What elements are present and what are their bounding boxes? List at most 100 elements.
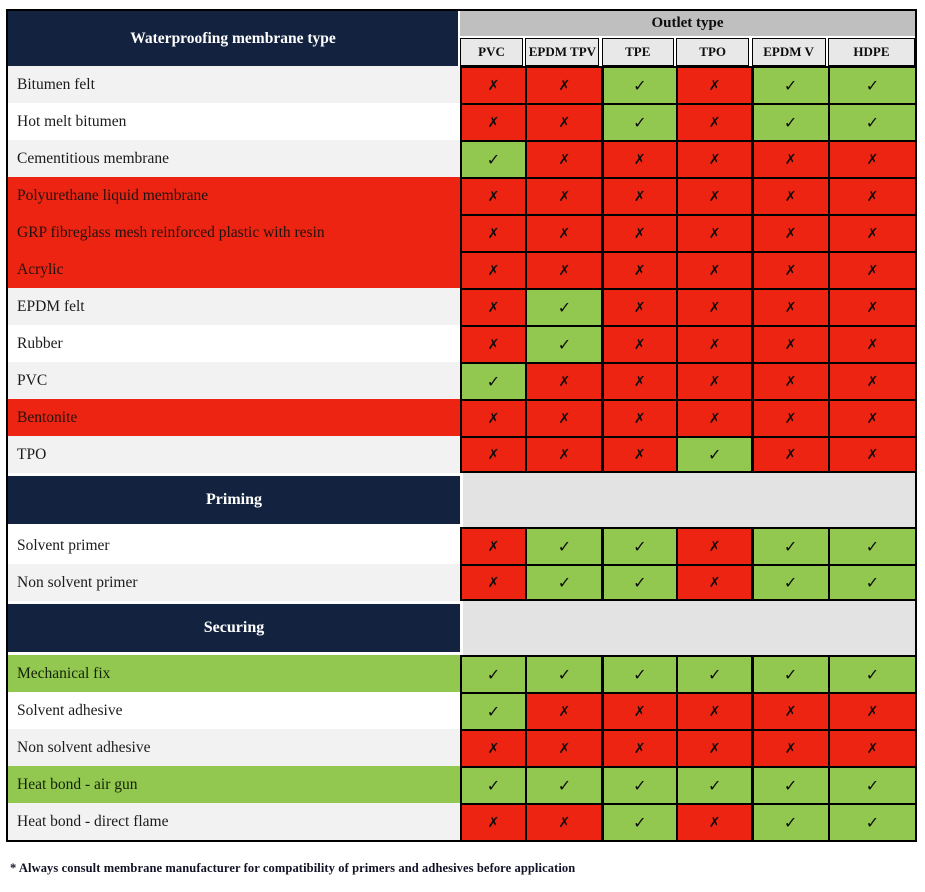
check-icon: ✓ — [527, 566, 602, 599]
table-row: Bitumen felt ✗ ✗ ✓ ✗ ✓ ✓ — [8, 66, 915, 103]
compatibility-table: Waterproofing membrane type Outlet type … — [6, 9, 917, 842]
cross-icon: ✗ — [462, 731, 525, 766]
check-icon: ✓ — [753, 805, 828, 840]
row-label: Non solvent adhesive — [8, 729, 460, 766]
column-header-pvc: PVC — [460, 38, 523, 66]
cross-icon: ✗ — [603, 142, 676, 177]
cross-icon: ✗ — [678, 694, 752, 729]
row-marks: ✗ ✗ ✗ ✗ ✗ ✗ — [460, 214, 915, 251]
row-label: Bitumen felt — [8, 66, 460, 103]
cross-icon: ✗ — [678, 805, 752, 840]
cross-icon: ✗ — [603, 179, 676, 214]
row-marks: ✓ ✗ ✗ ✗ ✗ ✗ — [460, 362, 915, 399]
cross-icon: ✗ — [462, 253, 525, 288]
cross-icon: ✗ — [603, 327, 676, 362]
table-header: Waterproofing membrane type Outlet type … — [8, 11, 915, 66]
cross-icon: ✗ — [603, 694, 676, 729]
cross-icon: ✗ — [829, 694, 915, 729]
row-label: Rubber — [8, 325, 460, 362]
cross-icon: ✗ — [753, 179, 828, 214]
section-empty-area — [460, 601, 915, 655]
cross-icon: ✗ — [753, 364, 828, 399]
row-marks: ✗ ✗ ✓ ✗ ✓ ✓ — [460, 103, 915, 140]
section-row-securing: Securing — [8, 601, 915, 655]
check-icon: ✓ — [753, 105, 828, 140]
cross-icon: ✗ — [678, 290, 752, 325]
check-icon: ✓ — [603, 768, 676, 803]
table-row: Heat bond - air gun ✓ ✓ ✓ ✓ ✓ ✓ — [8, 766, 915, 803]
row-marks: ✗ ✓ ✗ ✗ ✗ ✗ — [460, 288, 915, 325]
check-icon: ✓ — [829, 805, 915, 840]
column-header-tpe: TPE — [601, 38, 674, 66]
check-icon: ✓ — [753, 566, 828, 599]
cross-icon: ✗ — [753, 290, 828, 325]
row-marks: ✗ ✓ ✗ ✗ ✗ ✗ — [460, 325, 915, 362]
cross-icon: ✗ — [527, 694, 602, 729]
section-row-priming: Priming — [8, 473, 915, 527]
cross-icon: ✗ — [678, 216, 752, 251]
cross-icon: ✗ — [829, 364, 915, 399]
cross-icon: ✗ — [603, 731, 676, 766]
row-marks: ✗ ✗ ✗ ✗ ✗ ✗ — [460, 177, 915, 214]
row-label: Polyurethane liquid membrane — [8, 177, 460, 214]
cross-icon: ✗ — [753, 142, 828, 177]
check-icon: ✓ — [829, 566, 915, 599]
cross-icon: ✗ — [462, 105, 525, 140]
cross-icon: ✗ — [678, 364, 752, 399]
check-icon: ✓ — [527, 327, 602, 362]
cross-icon: ✗ — [829, 327, 915, 362]
cross-icon: ✗ — [527, 68, 602, 103]
table-row: PVC ✓ ✗ ✗ ✗ ✗ ✗ — [8, 362, 915, 399]
cross-icon: ✗ — [678, 566, 752, 599]
cross-icon: ✗ — [678, 401, 752, 436]
cross-icon: ✗ — [527, 364, 602, 399]
cross-icon: ✗ — [462, 179, 525, 214]
cross-icon: ✗ — [462, 805, 525, 840]
check-icon: ✓ — [603, 105, 676, 140]
check-icon: ✓ — [462, 657, 525, 692]
cross-icon: ✗ — [527, 805, 602, 840]
table-row: Polyurethane liquid membrane ✗ ✗ ✗ ✗ ✗ ✗ — [8, 177, 915, 214]
check-icon: ✓ — [527, 290, 602, 325]
row-marks: ✓ ✗ ✗ ✗ ✗ ✗ — [460, 140, 915, 177]
cross-icon: ✗ — [462, 529, 525, 564]
cross-icon: ✗ — [462, 401, 525, 436]
cross-icon: ✗ — [829, 216, 915, 251]
cross-icon: ✗ — [603, 253, 676, 288]
cross-icon: ✗ — [462, 438, 525, 471]
cross-icon: ✗ — [462, 216, 525, 251]
cross-icon: ✗ — [527, 731, 602, 766]
check-icon: ✓ — [462, 142, 525, 177]
cross-icon: ✗ — [678, 731, 752, 766]
row-marks: ✓ ✗ ✗ ✗ ✗ ✗ — [460, 692, 915, 729]
row-label: Solvent primer — [8, 527, 460, 564]
cross-icon: ✗ — [753, 694, 828, 729]
check-icon: ✓ — [603, 566, 676, 599]
cross-icon: ✗ — [678, 529, 752, 564]
row-marks: ✗ ✓ ✓ ✗ ✓ ✓ — [460, 527, 915, 564]
check-icon: ✓ — [829, 529, 915, 564]
table-row: Solvent adhesive ✓ ✗ ✗ ✗ ✗ ✗ — [8, 692, 915, 729]
check-icon: ✓ — [462, 694, 525, 729]
cross-icon: ✗ — [678, 253, 752, 288]
section-empty-area — [460, 473, 915, 527]
column-headers-row: PVC EPDM TPV TPE TPO EPDM V HDPE — [460, 38, 915, 66]
check-icon: ✓ — [603, 805, 676, 840]
cross-icon: ✗ — [678, 179, 752, 214]
check-icon: ✓ — [603, 657, 676, 692]
row-label: Non solvent primer — [8, 564, 460, 601]
check-icon: ✓ — [527, 657, 602, 692]
cross-icon: ✗ — [829, 142, 915, 177]
column-header-epdm-v: EPDM V — [751, 38, 826, 66]
table-row: Non solvent adhesive ✗ ✗ ✗ ✗ ✗ ✗ — [8, 729, 915, 766]
cross-icon: ✗ — [603, 216, 676, 251]
check-icon: ✓ — [603, 68, 676, 103]
check-icon: ✓ — [829, 657, 915, 692]
check-icon: ✓ — [753, 768, 828, 803]
check-icon: ✓ — [527, 768, 602, 803]
cross-icon: ✗ — [527, 401, 602, 436]
row-label: Bentonite — [8, 399, 460, 436]
cross-icon: ✗ — [753, 253, 828, 288]
cross-icon: ✗ — [462, 566, 525, 599]
row-label: Solvent adhesive — [8, 692, 460, 729]
